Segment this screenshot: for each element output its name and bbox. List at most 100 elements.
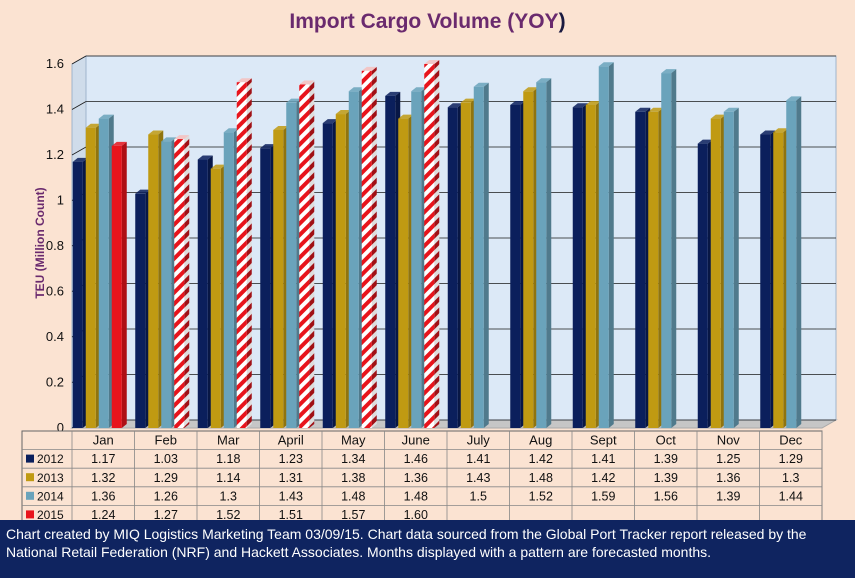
bar-top [773, 128, 789, 133]
bar-2013-july [460, 102, 471, 429]
data-label: 1.3 [782, 471, 799, 485]
legend-key-2013 [26, 473, 34, 482]
bar-2014-may [348, 91, 359, 429]
data-label: 1.44 [779, 489, 803, 503]
bar-2013-mar [210, 168, 221, 428]
y-tick-label: 0.6 [46, 284, 64, 299]
bar-top [786, 96, 802, 101]
data-label: 1.29 [779, 452, 803, 466]
bar-2012-oct [635, 111, 646, 429]
bar-2013-april [273, 129, 284, 428]
data-label: 1.39 [716, 489, 740, 503]
data-label: 1.57 [341, 508, 365, 520]
bar-side [796, 96, 802, 429]
data-label: 1.18 [216, 452, 240, 466]
bar-2012-nov [697, 143, 708, 428]
bar-2014-nov [723, 111, 734, 429]
bar-top [723, 107, 739, 112]
bar-2013-feb [148, 134, 159, 428]
bar-side [246, 78, 252, 428]
bar-top [161, 137, 177, 142]
x-tick-label: Dec [779, 433, 803, 448]
bar-top [710, 114, 726, 119]
bar-side [483, 82, 489, 428]
grid-line-side [71, 101, 87, 110]
bar-2014-mar [223, 132, 234, 428]
bar-side [733, 107, 739, 429]
bar-2014-oct [661, 73, 672, 428]
bar-2012-dec [760, 134, 771, 428]
bar-top [210, 164, 226, 169]
bar-2013-oct [648, 111, 659, 429]
bar-top [447, 103, 463, 108]
bar-top [197, 155, 213, 160]
bar-2015-jan [111, 145, 122, 428]
x-tick-label: April [278, 433, 304, 448]
bar-2015-may [361, 70, 372, 428]
bar-top [111, 141, 127, 146]
bar-top [273, 125, 289, 130]
x-tick-label: Nov [717, 433, 741, 448]
x-tick-label: Mar [217, 433, 240, 448]
x-tick-label: Aug [529, 433, 552, 448]
bar-top [223, 128, 239, 133]
bar-top [98, 114, 114, 119]
data-label: 1.3 [220, 489, 237, 503]
grid-line-side [71, 55, 87, 65]
x-tick-label: Sept [590, 433, 617, 448]
bar-top [398, 114, 414, 119]
bar-2012-mar [197, 159, 208, 429]
bar-side [309, 80, 315, 428]
bar-2014-aug [536, 82, 547, 428]
data-label: 1.60 [404, 508, 428, 520]
data-label: 1.52 [529, 489, 553, 503]
bar-top [348, 87, 364, 92]
data-label: 1.27 [154, 508, 178, 520]
data-label: 1.39 [654, 471, 678, 485]
bar-side [608, 62, 614, 429]
bar-2015-mar [236, 82, 247, 428]
data-label: 1.52 [216, 508, 240, 520]
bar-2012-june [385, 95, 396, 428]
bar-2015-feb [174, 139, 185, 428]
data-label: 1.34 [341, 452, 365, 466]
bar-2012-april [260, 148, 271, 429]
legend-key-2015 [26, 510, 34, 519]
data-label: 1.42 [529, 452, 553, 466]
bar-top [385, 91, 401, 96]
y-tick-label: 1.6 [46, 56, 64, 71]
bar-top [260, 144, 276, 149]
bar-2012-july [447, 107, 458, 428]
legend-label-2013: 2013 [37, 471, 64, 485]
bar-top [174, 135, 190, 140]
data-label: 1.48 [529, 471, 553, 485]
bar-top [661, 69, 677, 74]
data-label: 1.36 [716, 471, 740, 485]
bar-top [523, 87, 539, 92]
data-label: 1.38 [341, 471, 365, 485]
data-label: 1.42 [591, 471, 615, 485]
bar-top [473, 82, 489, 87]
data-label: 1.48 [341, 489, 365, 503]
x-tick-label: Feb [155, 433, 177, 448]
x-tick-label: July [467, 433, 491, 448]
data-label: 1.17 [91, 452, 115, 466]
bar-top [648, 107, 664, 112]
bar-side [371, 66, 377, 428]
bar-side [546, 78, 552, 428]
y-tick-label: 0.4 [46, 329, 64, 344]
data-label: 1.24 [91, 508, 115, 520]
data-label: 1.43 [466, 471, 490, 485]
legend-label-2014: 2014 [37, 489, 64, 503]
x-tick-label: Oct [656, 433, 677, 448]
data-label: 1.29 [154, 471, 178, 485]
data-label: 1.23 [279, 452, 303, 466]
data-label: 1.14 [216, 471, 240, 485]
bar-top [148, 130, 164, 135]
bar-top [286, 98, 302, 103]
chart-title-text: Import Cargo Volume (YOY [289, 10, 559, 33]
chart-title: Import Cargo Volume (YOY) [0, 10, 855, 34]
bar-2012-jan [72, 161, 83, 428]
legend-label-2012: 2012 [37, 452, 64, 466]
y-tick-label: 1 [57, 193, 64, 208]
